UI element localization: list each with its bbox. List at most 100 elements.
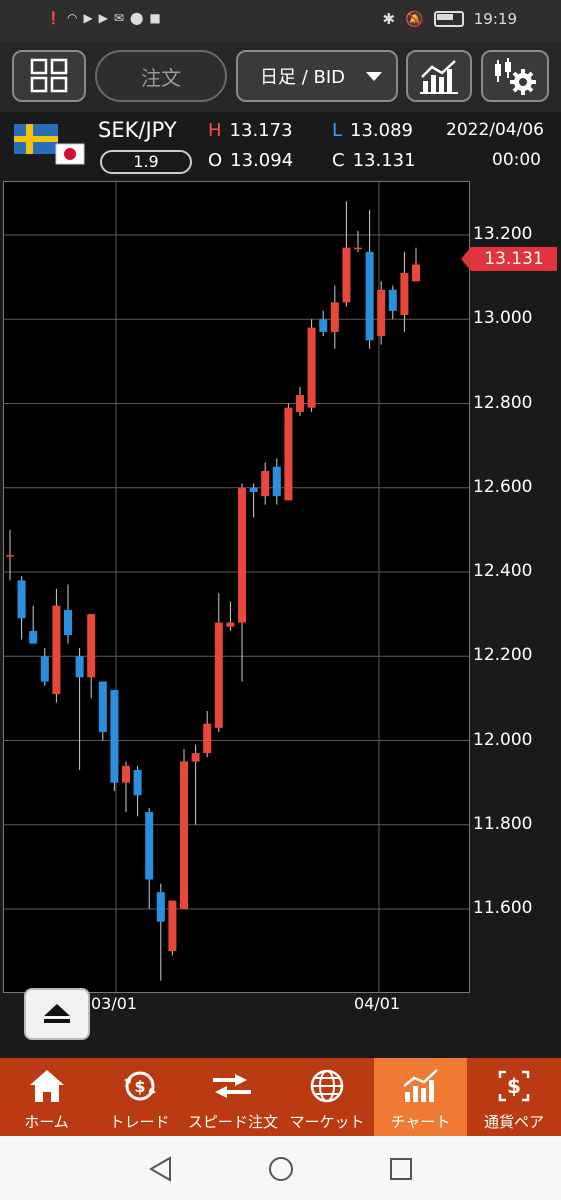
candle bbox=[17, 576, 26, 640]
candle bbox=[226, 601, 235, 631]
gear-icon bbox=[495, 58, 536, 95]
y-tick-label: 13.200 bbox=[473, 224, 533, 244]
order-button[interactable]: 注文 bbox=[95, 50, 227, 102]
pair-info: SEK/JPY 1.9 H 13.173 L 13.089 O 13.094 C 13.… bbox=[0, 112, 561, 178]
candle-body-up bbox=[400, 272, 409, 316]
candle-body-down bbox=[249, 487, 258, 492]
candle-body-up bbox=[342, 247, 351, 303]
candle-body-down bbox=[75, 656, 84, 678]
menu-grid-button[interactable] bbox=[12, 50, 86, 102]
candle bbox=[203, 711, 212, 758]
home-icon bbox=[29, 1070, 64, 1102]
candle bbox=[412, 247, 420, 282]
candle-body-down bbox=[133, 769, 142, 796]
recents-icon[interactable] bbox=[388, 1156, 414, 1182]
trade-icon: $ bbox=[123, 1071, 156, 1101]
candle bbox=[52, 588, 61, 703]
candle bbox=[377, 281, 386, 345]
y-tick-label: 12.000 bbox=[473, 729, 533, 750]
eject-icon bbox=[44, 1004, 70, 1023]
nav-item-label: トレード bbox=[109, 1113, 170, 1131]
candle bbox=[156, 883, 165, 981]
y-tick-label: 11.600 bbox=[473, 898, 533, 918]
candle bbox=[145, 807, 154, 909]
candle bbox=[168, 900, 177, 956]
candle bbox=[261, 462, 270, 505]
youtube-icon: ▶ bbox=[98, 11, 108, 25]
back-icon[interactable] bbox=[148, 1156, 174, 1182]
home-circle-icon[interactable] bbox=[267, 1155, 295, 1183]
currency-pair-symbol: SEK/JPY bbox=[98, 118, 177, 142]
nav-item-currency-pair[interactable]: $ 通貨ペア bbox=[467, 1058, 561, 1136]
candle bbox=[98, 681, 107, 741]
candle-body-up bbox=[168, 900, 177, 952]
x-tick-label: 04/01 bbox=[354, 994, 401, 1013]
candle bbox=[191, 744, 200, 825]
youtube-icon: ▶ bbox=[83, 11, 93, 25]
candle-body-up bbox=[203, 723, 212, 754]
y-tick-label: 11.800 bbox=[473, 813, 533, 834]
sweden-flag-icon bbox=[14, 124, 85, 165]
candle bbox=[400, 251, 409, 332]
chart-canvas[interactable] bbox=[3, 181, 470, 993]
grid-icon bbox=[30, 58, 68, 93]
candle-body-up bbox=[354, 247, 362, 250]
nav-item-globe[interactable]: マーケット bbox=[280, 1058, 374, 1136]
candle bbox=[214, 593, 223, 733]
x-tick-label: 03/01 bbox=[91, 994, 138, 1013]
wifi-icon: ◠ bbox=[66, 11, 78, 25]
chevron-down-icon bbox=[366, 71, 382, 81]
indicator-button[interactable] bbox=[406, 50, 472, 102]
clock: 19:19 bbox=[473, 10, 517, 28]
candle bbox=[330, 285, 339, 349]
time-label: 00:00 bbox=[492, 150, 541, 170]
candle bbox=[87, 614, 96, 699]
collapse-panel-button[interactable] bbox=[24, 988, 90, 1040]
candle-body-up bbox=[284, 407, 293, 501]
candle-body-down bbox=[17, 580, 26, 619]
candle-body-down bbox=[388, 289, 397, 311]
nav-item-label: スピード注文 bbox=[187, 1113, 278, 1131]
toolbar: 注文 日足 / BID bbox=[0, 42, 561, 112]
candlestick-chart[interactable] bbox=[4, 182, 469, 992]
chart-area[interactable]: 13.200 13.000 12.800 12.600 12.400 12.200 12.0… bbox=[0, 178, 561, 1058]
candle bbox=[75, 647, 84, 770]
candle-body-down bbox=[156, 892, 165, 922]
candle bbox=[272, 458, 281, 505]
candle bbox=[238, 483, 246, 682]
nav-item-chart[interactable]: チャート bbox=[374, 1058, 467, 1136]
chart-indicator-icon bbox=[420, 60, 458, 94]
candle-body-down bbox=[64, 609, 72, 636]
timeframe-label: 日足 / BID bbox=[260, 67, 346, 88]
candle-body-up bbox=[296, 395, 304, 412]
chart-settings-button[interactable] bbox=[481, 50, 549, 102]
high-value: H 13.173 bbox=[208, 120, 293, 141]
candle bbox=[307, 319, 316, 412]
candle-body-down bbox=[145, 812, 154, 880]
candle bbox=[6, 529, 14, 581]
candle-body-down bbox=[98, 681, 107, 733]
candle bbox=[296, 386, 304, 417]
candle-body-down bbox=[319, 319, 328, 332]
notification-icons: ❗ ◠ ▶ ▶ ✉ ⬤ ■ bbox=[46, 11, 161, 25]
speed-order-icon bbox=[213, 1074, 251, 1098]
google-icon: ⬤ bbox=[129, 11, 144, 25]
nav-item-speed-order[interactable]: スピード注文 bbox=[186, 1058, 280, 1136]
candle-body-down bbox=[29, 630, 38, 644]
timeframe-dropdown[interactable]: 日足 / BID bbox=[236, 50, 398, 102]
candle-body-up bbox=[52, 605, 61, 695]
nav-item-label: ホーム bbox=[24, 1113, 69, 1131]
candle-body-up bbox=[87, 614, 96, 678]
candle bbox=[133, 765, 142, 817]
nav-item-trade[interactable]: $ トレード bbox=[93, 1058, 186, 1136]
chart-icon bbox=[402, 1069, 438, 1102]
y-tick-label: 13.000 bbox=[473, 308, 533, 329]
app-icon: ■ bbox=[149, 11, 161, 25]
gmail-icon: ✉ bbox=[113, 11, 124, 25]
svg-text:$: $ bbox=[134, 1077, 145, 1096]
nav-item-home[interactable]: ホーム bbox=[0, 1058, 93, 1136]
y-tick-label: 12.800 bbox=[473, 392, 533, 413]
date-label: 2022/04/06 bbox=[446, 120, 544, 140]
nav-item-label: チャート bbox=[390, 1113, 451, 1131]
candle-body-up bbox=[191, 753, 200, 762]
